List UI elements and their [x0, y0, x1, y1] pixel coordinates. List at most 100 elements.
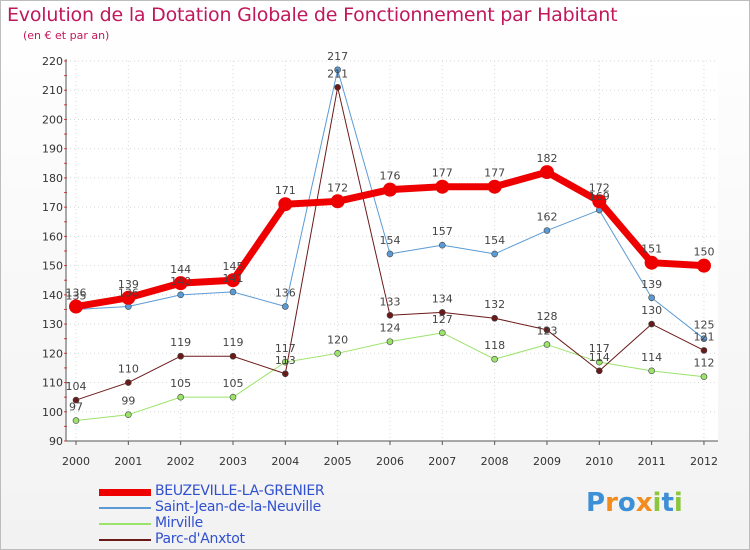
data-label: 97	[69, 401, 83, 414]
plot-area	[66, 61, 718, 441]
logo-letter: x	[635, 488, 653, 518]
data-point	[439, 241, 446, 249]
data-label: 132	[484, 298, 505, 311]
data-label: 104	[66, 380, 87, 393]
data-point	[386, 338, 394, 345]
data-label: 124	[379, 322, 400, 335]
y-tick-label: 140	[42, 289, 63, 302]
legend-swatch	[99, 488, 151, 496]
data-point	[278, 197, 293, 212]
data-label: 135	[66, 289, 87, 302]
x-tick-label: 2003	[219, 455, 247, 468]
y-tick-label: 160	[42, 230, 63, 243]
data-label: 144	[170, 263, 191, 276]
data-point	[386, 312, 394, 319]
data-point	[125, 411, 132, 418]
data-label: 120	[327, 333, 348, 346]
legend-label: Parc-d'Anxtot	[155, 531, 245, 547]
data-label: 150	[693, 246, 714, 259]
y-tick-label: 100	[42, 406, 63, 419]
legend-label: Saint-Jean-de-la-Neuville	[155, 499, 321, 515]
logo-letter: r	[605, 488, 618, 518]
data-point	[330, 194, 345, 209]
x-tick-label: 2005	[324, 455, 352, 468]
data-point	[229, 288, 237, 296]
data-label: 99	[121, 395, 135, 408]
data-label: 118	[484, 339, 505, 352]
data-label: 140	[170, 275, 191, 288]
data-label: 133	[379, 295, 400, 308]
y-tick-label: 130	[42, 318, 63, 331]
data-point	[644, 255, 659, 270]
data-point	[69, 299, 83, 314]
y-tick-label: 110	[42, 377, 63, 390]
legend-swatch	[99, 507, 151, 509]
data-point	[595, 358, 603, 366]
data-point	[177, 393, 184, 401]
proxiti-logo: Proxiti	[586, 488, 683, 518]
x-tick-label: 2002	[167, 455, 195, 468]
logo-letter: i	[652, 488, 662, 518]
data-label: 119	[222, 336, 243, 349]
data-point	[648, 367, 655, 375]
data-point	[539, 165, 554, 180]
data-label: 172	[327, 181, 348, 194]
data-label: 117	[589, 342, 610, 355]
logo-letter: i	[673, 488, 683, 518]
data-point	[334, 350, 341, 357]
data-point	[125, 379, 132, 386]
x-tick-label: 2009	[533, 455, 561, 468]
x-tick-label: 2011	[638, 455, 666, 468]
data-label: 128	[536, 310, 557, 323]
data-point	[592, 194, 607, 209]
data-label: 177	[484, 167, 505, 180]
data-point	[487, 179, 502, 194]
data-point	[543, 341, 551, 348]
data-label: 136	[66, 287, 87, 300]
x-tick-label: 2008	[481, 455, 509, 468]
data-point	[334, 66, 341, 74]
data-point	[648, 320, 655, 328]
data-label: 157	[432, 225, 453, 238]
data-point	[177, 352, 184, 360]
y-tick-label: 200	[42, 113, 63, 126]
data-label: 123	[536, 325, 557, 338]
x-tick-label: 2001	[114, 455, 142, 468]
data-label: 110	[118, 363, 139, 376]
y-tick-label: 120	[42, 347, 63, 360]
data-point	[282, 303, 289, 310]
y-tick-label: 210	[42, 84, 63, 97]
data-point	[491, 355, 498, 363]
data-label: 211	[327, 67, 348, 80]
x-tick-label: 2010	[585, 455, 613, 468]
data-point	[282, 370, 289, 378]
data-point	[177, 291, 184, 299]
x-tick-label: 2006	[376, 455, 404, 468]
data-point	[700, 335, 708, 342]
data-label: 127	[432, 313, 453, 326]
data-point	[700, 347, 708, 354]
data-point	[700, 373, 708, 380]
data-label: 139	[641, 278, 662, 291]
data-label: 136	[275, 287, 296, 300]
data-point	[491, 250, 498, 258]
data-point	[491, 314, 498, 322]
data-point	[72, 417, 80, 424]
x-tick-label: 2000	[62, 455, 90, 468]
data-label: 171	[275, 184, 296, 197]
data-label: 136	[118, 287, 139, 300]
data-point	[225, 273, 240, 288]
data-label: 134	[432, 292, 453, 305]
data-point	[334, 84, 341, 91]
logo-letter: o	[617, 488, 636, 518]
data-label: 121	[693, 330, 714, 343]
data-label: 105	[170, 377, 191, 390]
x-tick-label: 2007	[428, 455, 456, 468]
data-point	[435, 179, 450, 194]
data-point	[72, 396, 80, 404]
legend-swatch	[99, 523, 151, 525]
data-point	[229, 393, 237, 401]
data-label: 151	[641, 243, 662, 256]
